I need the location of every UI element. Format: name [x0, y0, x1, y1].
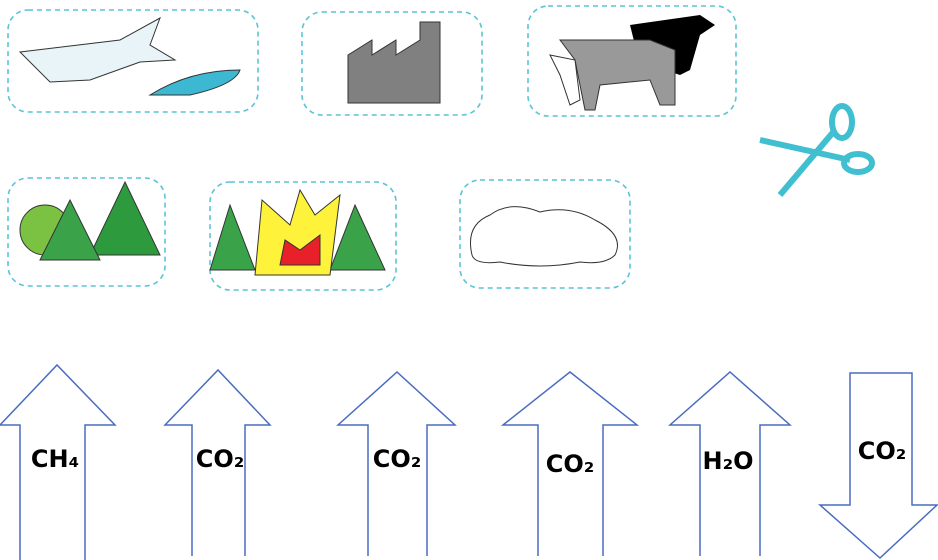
labels: CH₄ CO₂ CO₂ CO₂ H₂O CO₂	[31, 437, 906, 478]
cloud-icon	[470, 207, 617, 266]
arrow-label: H₂O	[703, 447, 754, 475]
arrow-label: CH₄	[31, 445, 79, 473]
arrow-label: CO₂	[196, 445, 245, 473]
arrow-label: CO₂	[373, 445, 422, 473]
arrow-down	[820, 373, 937, 558]
scissors	[760, 106, 872, 195]
worksheet: CH₄ CO₂ CO₂ CO₂ H₂O CO₂	[0, 0, 938, 560]
plane-icon	[20, 18, 175, 82]
arrow-label: CO₂	[546, 450, 595, 478]
cards	[8, 6, 736, 290]
pine-icon	[210, 205, 255, 270]
arrows	[0, 365, 937, 560]
factory-icon	[348, 22, 440, 103]
pine-icon	[330, 205, 385, 270]
car-icon	[150, 70, 240, 95]
goat-icon	[550, 55, 580, 105]
arrow-label: CO₂	[858, 437, 907, 465]
pine-icon	[90, 182, 160, 255]
